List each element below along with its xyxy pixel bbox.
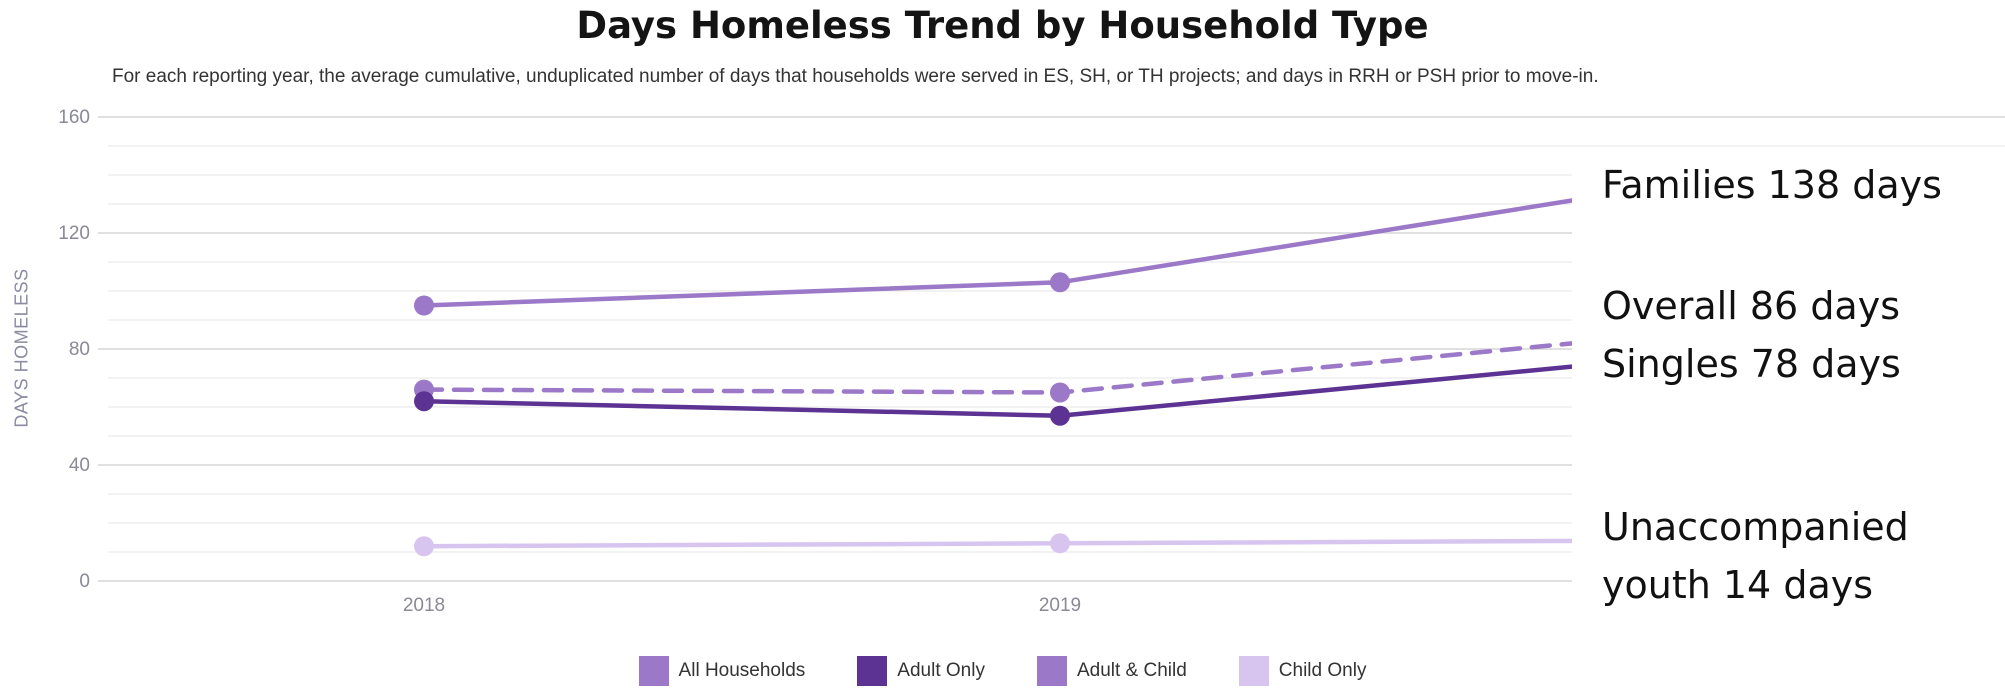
y-tick-label: 0 xyxy=(79,571,90,592)
legend-swatch xyxy=(857,656,888,686)
legend-item-all-households[interactable]: All Households xyxy=(638,656,806,686)
data-point xyxy=(1050,382,1070,403)
data-point xyxy=(1050,272,1070,293)
legend-label: Adult & Child xyxy=(1076,660,1187,681)
y-tick-label: 80 xyxy=(69,339,90,360)
data-point xyxy=(414,295,434,316)
legend-item-child-only[interactable]: Child Only xyxy=(1238,656,1367,686)
callout-singles: Singles 78 days xyxy=(1602,342,1901,386)
callout-youth: youth 14 days xyxy=(1602,563,1874,607)
callout-families: Families 138 days xyxy=(1602,163,1942,207)
legend-label: Adult Only xyxy=(897,660,985,681)
y-tick-label: 120 xyxy=(58,223,90,244)
legend-item-adult-child[interactable]: Adult & Child xyxy=(1036,656,1187,686)
callout-unaccompanied: Unaccompanied xyxy=(1602,505,1909,549)
data-point xyxy=(1050,533,1070,554)
x-tick-label: 2018 xyxy=(403,595,445,616)
callout-panel: Families 138 days Overall 86 days Single… xyxy=(1572,150,2005,620)
y-tick-label: 160 xyxy=(58,107,90,128)
legend-label: Child Only xyxy=(1278,660,1367,681)
legend-item-adult-only[interactable]: Adult Only xyxy=(857,656,985,686)
legend-label: All Households xyxy=(678,660,806,681)
data-point xyxy=(414,391,434,412)
x-tick-label: 2019 xyxy=(1039,595,1081,616)
data-point xyxy=(414,536,434,557)
data-point xyxy=(1050,405,1070,426)
legend-swatch xyxy=(1036,656,1067,686)
legend-swatch xyxy=(638,656,669,686)
chart-subtitle: For each reporting year, the average cum… xyxy=(112,66,1599,87)
legend-swatch xyxy=(1238,656,1269,686)
chart-title: Days Homeless Trend by Household Type xyxy=(576,4,1429,47)
y-tick-label: 40 xyxy=(69,455,90,476)
callout-overall: Overall 86 days xyxy=(1602,284,1901,328)
chart-legend: All Households Adult Only Adult & Child … xyxy=(0,656,2005,686)
